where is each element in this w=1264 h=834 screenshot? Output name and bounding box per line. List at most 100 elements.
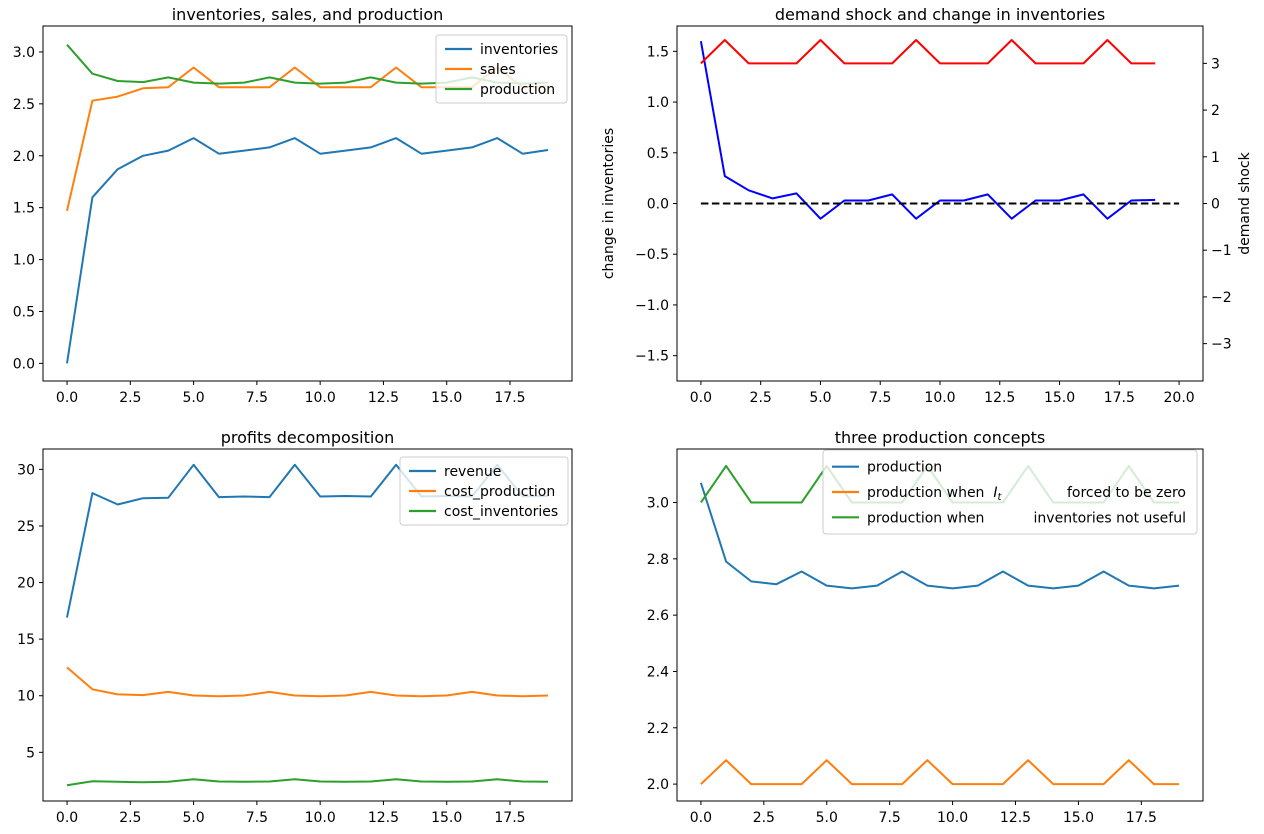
svg-text:10.0: 10.0: [924, 390, 955, 406]
svg-text:−1.5: −1.5: [635, 349, 669, 365]
svg-text:1.5: 1.5: [13, 201, 35, 217]
svg-text:0: 0: [1211, 197, 1220, 213]
svg-text:10.0: 10.0: [937, 810, 968, 826]
svg-text:12.5: 12.5: [368, 810, 399, 826]
legend: production production when It forced to be…: [822, 449, 1198, 535]
legend: revenue cost_production cost_inventories: [399, 456, 569, 526]
svg-text:2: 2: [1211, 103, 1220, 119]
svg-text:5.0: 5.0: [809, 390, 831, 406]
svg-text:15.0: 15.0: [1063, 810, 1094, 826]
axes-spines: [42, 448, 573, 802]
svg-text:3: 3: [1211, 56, 1220, 72]
x-axis: 0.0 2.5 5.0 7.5 10.0 12.5 15.0 17.5: [690, 801, 1157, 826]
svg-text:3.0: 3.0: [13, 45, 35, 61]
chart-top-right: 0.0 2.5 5.0 7.5 10.0 12.5 15.0 17.5 20.01.51.00.…: [601, 25, 1253, 406]
svg-text:2.5: 2.5: [13, 97, 35, 113]
svg-text:7.5: 7.5: [246, 390, 268, 406]
legend-label-cost_inventories: cost_inventories: [444, 504, 558, 520]
svg-text:1.0: 1.0: [13, 253, 35, 269]
chart-title-demand-shock-change-in-inventories: demand shock and change in inventories: [774, 5, 1106, 24]
svg-text:0.0: 0.0: [13, 356, 35, 372]
y-axis-right: 3 2 1 0 −1 −2 −3: [1203, 56, 1232, 353]
series-cost_production: [66, 666, 549, 698]
axes-spines: [676, 448, 1204, 802]
svg-text:20.0: 20.0: [1164, 390, 1195, 406]
svg-text:25: 25: [17, 519, 35, 535]
svg-text:−0.5: −0.5: [635, 247, 669, 263]
svg-text:17.5: 17.5: [494, 810, 525, 826]
svg-text:0.0: 0.0: [56, 810, 78, 826]
svg-text:17.5: 17.5: [494, 390, 525, 406]
svg-text:2.6: 2.6: [647, 608, 669, 624]
svg-text:2.8: 2.8: [647, 552, 669, 568]
axes-spines: [42, 25, 573, 382]
svg-text:15.0: 15.0: [431, 390, 462, 406]
svg-text:1.0: 1.0: [647, 95, 669, 111]
svg-text:1.5: 1.5: [647, 44, 669, 60]
svg-text:0.5: 0.5: [13, 304, 35, 320]
legend-label-inventories: inventories: [480, 42, 558, 58]
svg-text:2.5: 2.5: [753, 810, 775, 826]
svg-text:15.0: 15.0: [431, 810, 462, 826]
svg-text:0.0: 0.0: [56, 390, 78, 406]
series-demand-shock: [700, 39, 1156, 65]
svg-text:2.5: 2.5: [119, 390, 141, 406]
y-axis-label-right: demand shock: [1237, 151, 1253, 254]
svg-text:12.5: 12.5: [368, 390, 399, 406]
svg-text:17.5: 17.5: [1104, 390, 1135, 406]
svg-text:10.0: 10.0: [305, 810, 336, 826]
chart-bottom-right: 0.0 2.5 5.0 7.5 10.0 12.5 15.0 17.5 2.0 2.2 2.4 2.6…: [647, 448, 1204, 826]
chart-title-inventories-sales-production: inventories, sales, and production: [171, 5, 444, 24]
svg-text:0.0: 0.0: [690, 390, 712, 406]
svg-text:5.0: 5.0: [182, 810, 204, 826]
series-inventories: [66, 137, 549, 364]
svg-text:2.4: 2.4: [647, 664, 669, 680]
legend-label-right-production-when-inventories-not-useful: inventories not useful: [1034, 510, 1186, 526]
svg-text:3.0: 3.0: [647, 496, 669, 512]
svg-text:12.5: 12.5: [984, 390, 1015, 406]
y-axis-label-left: change in inventories: [601, 128, 617, 279]
series-production: [699, 482, 1180, 590]
svg-text:10.0: 10.0: [305, 390, 336, 406]
svg-text:−1.0: −1.0: [635, 298, 669, 314]
svg-text:15.0: 15.0: [1044, 390, 1075, 406]
svg-text:−1: −1: [1211, 243, 1232, 259]
chart-top-left: 0.0 2.5 5.0 7.5 10.0 12.5 15.0 17.5 0.0 0.5 1.0 1.5…: [13, 25, 573, 406]
chart-bottom-left: 0.0 2.5 5.0 7.5 10.0 12.5 15.0 17.5 5 10 15 20 25 30 r…: [17, 448, 573, 826]
axes-spines: [676, 25, 1204, 382]
svg-text:7.5: 7.5: [869, 390, 891, 406]
svg-text:5: 5: [26, 745, 35, 761]
y-axis-left: 2.0 2.2 2.4 2.6 2.8 3.0: [647, 496, 677, 793]
legend-label-production: production: [867, 460, 942, 476]
x-axis: 0.0 2.5 5.0 7.5 10.0 12.5 15.0 17.5: [56, 801, 526, 826]
series-cost_inventories: [66, 778, 549, 787]
svg-text:2.2: 2.2: [647, 721, 669, 737]
svg-text:0.5: 0.5: [647, 146, 669, 162]
series-change-in-inventories: [699, 41, 1156, 220]
legend-label-cost_production: cost_production: [444, 484, 555, 500]
svg-text:2.0: 2.0: [647, 777, 669, 793]
y-axis-left: 1.5 1.0 0.5 0.0 −0.5 −1.0 −1.5: [635, 44, 677, 365]
svg-text:20: 20: [17, 576, 35, 592]
legend-label-production-when-I-forced-to-zero: production when It: [867, 485, 1002, 503]
svg-text:−2: −2: [1211, 290, 1232, 306]
legend-label-revenue: revenue: [444, 464, 501, 480]
chart-title-profits-decomposition: profits decomposition: [220, 428, 395, 447]
legend-label-production: production: [480, 82, 555, 98]
svg-text:0.0: 0.0: [690, 810, 712, 826]
legend: inventories sales production: [435, 34, 568, 104]
svg-text:30: 30: [17, 462, 35, 478]
svg-text:2.0: 2.0: [13, 149, 35, 165]
svg-text:12.5: 12.5: [1000, 810, 1031, 826]
svg-text:5.0: 5.0: [182, 390, 204, 406]
svg-text:0.0: 0.0: [647, 197, 669, 213]
x-axis: 0.0 2.5 5.0 7.5 10.0 12.5 15.0 17.5: [56, 381, 526, 406]
svg-text:15: 15: [17, 632, 35, 648]
svg-text:1: 1: [1211, 150, 1220, 166]
svg-text:10: 10: [17, 689, 35, 705]
legend-label-sales: sales: [480, 62, 516, 78]
svg-text:5.0: 5.0: [816, 810, 838, 826]
